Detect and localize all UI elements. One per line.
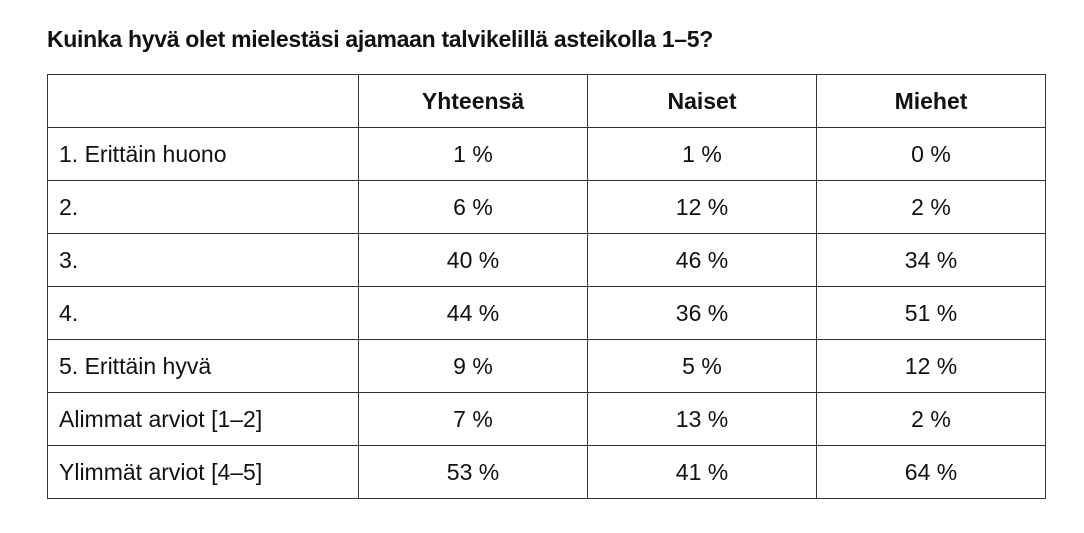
- row-label: 5. Erittäin hyvä: [47, 339, 359, 393]
- cell: 1 %: [587, 127, 817, 181]
- cell: 46 %: [587, 233, 817, 287]
- column-header: Naiset: [587, 74, 817, 128]
- cell: 36 %: [587, 286, 817, 340]
- cell: 13 %: [587, 392, 817, 446]
- cell: 2 %: [816, 180, 1046, 234]
- row-label: 2.: [47, 180, 359, 234]
- row-label: 3.: [47, 233, 359, 287]
- cell: 9 %: [358, 339, 588, 393]
- table-row: 3. 40 % 46 % 34 %: [47, 233, 1046, 287]
- cell: 51 %: [816, 286, 1046, 340]
- cell: 0 %: [816, 127, 1046, 181]
- cell: 6 %: [358, 180, 588, 234]
- cell: 5 %: [587, 339, 817, 393]
- cell: 12 %: [816, 339, 1046, 393]
- cell: 40 %: [358, 233, 588, 287]
- table-row: Ylimmät arviot [4–5] 53 % 41 % 64 %: [47, 445, 1046, 499]
- cell: 7 %: [358, 392, 588, 446]
- title: Kuinka hyvä olet mielestäsi ajamaan talv…: [47, 26, 714, 52]
- results-table: Yhteensä Naiset Miehet 1. Erittäin huono 1 …: [47, 74, 1046, 499]
- cell: 44 %: [358, 286, 588, 340]
- table-row: 4. 44 % 36 % 51 %: [47, 286, 1046, 340]
- cell: 2 %: [816, 392, 1046, 446]
- row-label: 4.: [47, 286, 359, 340]
- row-label: Ylimmät arviot [4–5]: [47, 445, 359, 499]
- cell: 12 %: [587, 180, 817, 234]
- cell: 34 %: [816, 233, 1046, 287]
- cell: 41 %: [587, 445, 817, 499]
- column-header: Miehet: [816, 74, 1046, 128]
- table-row: Alimmat arviot [1–2] 7 % 13 % 2 %: [47, 392, 1046, 446]
- table-row: 2. 6 % 12 % 2 %: [47, 180, 1046, 234]
- row-label: Alimmat arviot [1–2]: [47, 392, 359, 446]
- column-header: Yhteensä: [358, 74, 588, 128]
- cell: 1 %: [358, 127, 588, 181]
- cell: 64 %: [816, 445, 1046, 499]
- row-label: 1. Erittäin huono: [47, 127, 359, 181]
- empty-header-cell: [47, 74, 359, 128]
- header-row: Yhteensä Naiset Miehet: [47, 74, 1046, 128]
- cell: 53 %: [358, 445, 588, 499]
- table-row: 1. Erittäin huono 1 % 1 % 0 %: [47, 127, 1046, 181]
- table-body: 1. Erittäin huono 1 % 1 % 0 % 2. 6 % 12 % 2 % 3.…: [47, 127, 1046, 499]
- table-row: 5. Erittäin hyvä 9 % 5 % 12 %: [47, 339, 1046, 393]
